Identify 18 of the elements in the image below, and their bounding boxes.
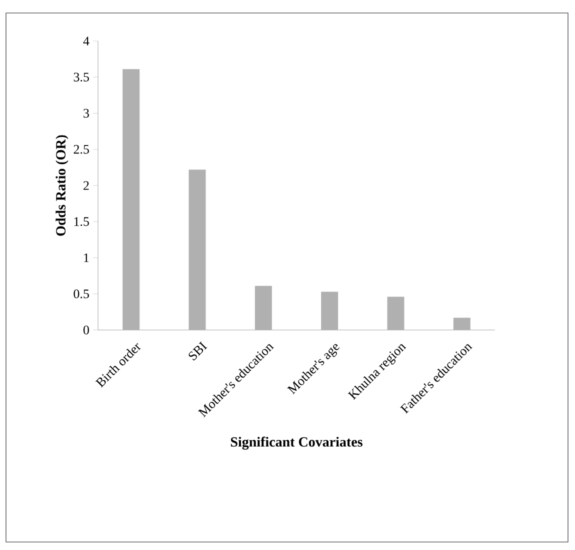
bar [122,69,140,330]
y-tick-label: 1.5 [74,217,89,226]
y-tick-label: 3.5 [74,72,89,82]
bar [321,292,338,330]
x-tick-label: SBI [188,341,208,360]
y-axis-title: Odds Ratio (OR) [56,135,68,236]
bar [188,170,206,330]
bar [453,318,470,330]
y-tick-label: 1 [84,253,89,262]
x-axis-title: Significant Covariates [230,436,362,450]
y-tick-label: 0 [83,326,89,334]
bar [387,296,404,330]
y-tick-label: 2 [84,181,89,190]
y-tick-label: 4 [83,36,90,46]
y-tick-label: 3 [84,108,89,118]
y-tick-label: 2.5 [74,144,89,154]
bar [254,286,272,330]
y-tick-label: 0.5 [74,289,89,298]
